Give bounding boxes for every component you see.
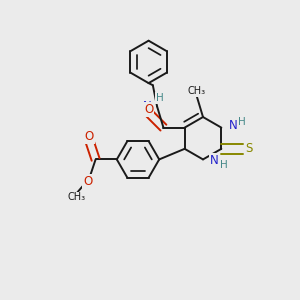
Text: S: S <box>245 142 253 155</box>
Text: O: O <box>83 175 92 188</box>
Text: H: H <box>238 117 246 127</box>
Text: N: N <box>210 154 219 167</box>
Text: O: O <box>144 103 153 116</box>
Text: CH₃: CH₃ <box>188 86 206 96</box>
Text: CH₃: CH₃ <box>68 193 85 202</box>
Text: H: H <box>220 160 228 170</box>
Text: H: H <box>156 93 164 103</box>
Text: N: N <box>143 100 152 113</box>
Text: N: N <box>229 119 238 132</box>
Text: O: O <box>85 130 94 143</box>
